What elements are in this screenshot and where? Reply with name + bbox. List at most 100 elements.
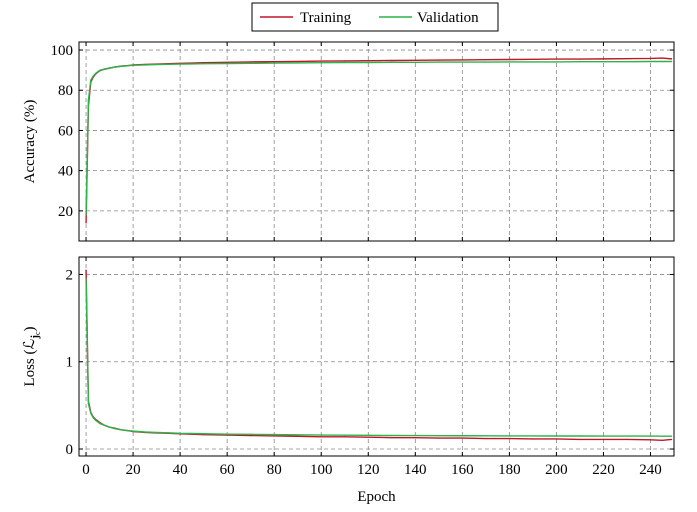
loss-validation-point-15 <box>167 432 169 434</box>
loss-training-point-20 <box>250 434 252 437</box>
loss-training-point-37 <box>649 439 652 441</box>
accuracy-training-point-29 <box>461 59 463 61</box>
loss-validation-point-12 <box>132 430 134 432</box>
accuracy-training-point-0 <box>85 222 87 224</box>
accuracy-ylabel: Accuracy (%) <box>22 100 38 184</box>
accuracy-validation-point-23 <box>320 62 322 64</box>
accuracy-validation-point-12 <box>132 64 134 66</box>
accuracy-validation-point-35 <box>602 61 605 63</box>
loss-training-point-23 <box>320 436 322 438</box>
accuracy-validation-point-9 <box>113 66 115 68</box>
accuracy-validation-point-0 <box>85 214 87 216</box>
loss-training-point-33 <box>555 438 558 440</box>
legend-label-validation: Validation <box>417 10 479 26</box>
accuracy-validation-point-22 <box>297 62 299 64</box>
accuracy-validation-point-6 <box>99 69 101 71</box>
accuracy-training-point-37 <box>649 57 652 60</box>
loss-plot-frame <box>78 256 675 457</box>
accuracy-validation-point-31 <box>508 61 510 63</box>
loss-validation-point-14 <box>156 431 158 434</box>
loss-xtick-label-2: 40 <box>173 462 188 478</box>
accuracy-validation-point-11 <box>127 65 129 67</box>
accuracy-validation-point-37 <box>649 60 652 63</box>
loss-ytick-label-2: 2 <box>66 267 74 283</box>
loss-validation-point-21 <box>273 434 275 436</box>
accuracy-validation-point-33 <box>555 61 558 63</box>
accuracy-training-point-34 <box>579 58 581 60</box>
loss-xtick-label-8: 160 <box>451 462 474 478</box>
accuracy-training-point-23 <box>320 60 322 62</box>
loss-xtick-label-10: 200 <box>545 462 568 478</box>
loss-xtick-label-4: 80 <box>267 462 282 478</box>
accuracy-ytick-label-2: 60 <box>58 123 73 139</box>
loss-validation-point-23 <box>320 434 322 436</box>
accuracy-training-point-32 <box>532 58 534 60</box>
accuracy-training-point-35 <box>602 58 605 60</box>
loss-validation-point-7 <box>104 424 106 427</box>
loss-xtick-label-12: 240 <box>639 462 662 478</box>
loss-validation-point-8 <box>108 426 111 428</box>
legend-label-training: Training <box>300 10 352 26</box>
loss-validation-point-0 <box>85 278 87 280</box>
loss-validation-point-36 <box>626 435 628 437</box>
loss-ytick-label-0: 0 <box>66 442 74 458</box>
loss-ytick-label-1: 1 <box>66 355 74 371</box>
loss-validation-point-16 <box>179 432 181 434</box>
accuracy-training-point-38 <box>661 57 663 59</box>
loss-training-point-28 <box>438 437 440 439</box>
loss-validation-point-1 <box>87 403 90 405</box>
accuracy-validation-point-4 <box>94 72 97 75</box>
loss-validation-point-5 <box>97 421 99 423</box>
loss-validation-point-38 <box>661 435 663 437</box>
accuracy-validation-point-39 <box>671 60 673 63</box>
accuracy-validation-point-26 <box>391 61 393 63</box>
accuracy-validation-point-3 <box>92 75 94 77</box>
accuracy-training-point-21 <box>273 61 275 63</box>
loss-xtick-label-11: 220 <box>592 462 615 478</box>
accuracy-training-point-36 <box>626 58 628 60</box>
accuracy-series-validation <box>85 60 672 215</box>
loss-training-point-38 <box>661 439 663 441</box>
accuracy-ytick-label-1: 40 <box>58 164 73 180</box>
accuracy-validation-point-7 <box>104 68 106 70</box>
loss-validation-point-37 <box>649 435 652 437</box>
loss-validation-point-28 <box>438 435 440 437</box>
accuracy-validation-point-20 <box>250 62 252 64</box>
loss-training-point-32 <box>532 438 534 440</box>
loss-training-point-34 <box>579 438 581 441</box>
loss-validation-point-34 <box>579 435 581 437</box>
loss-validation-point-17 <box>191 432 193 435</box>
loss-xtick-label-5: 100 <box>310 462 333 478</box>
accuracy-validation-point-16 <box>179 63 181 65</box>
loss-validation-point-33 <box>555 435 558 437</box>
loss-training-point-31 <box>508 437 510 440</box>
loss-xtick-label-9: 180 <box>498 462 521 478</box>
accuracy-training-point-28 <box>438 59 440 61</box>
accuracy-validation-point-30 <box>485 61 487 63</box>
accuracy-validation-point-29 <box>461 61 463 63</box>
accuracy-training-point-26 <box>391 59 393 62</box>
accuracy-training-point-22 <box>297 60 299 63</box>
accuracy-training-point-18 <box>203 62 205 64</box>
loss-training-point-27 <box>414 437 416 439</box>
loss-xlabel: Epoch <box>357 489 396 505</box>
loss-training-point-21 <box>273 435 275 437</box>
loss-validation-point-11 <box>127 430 129 432</box>
accuracy-validation-point-5 <box>97 71 99 73</box>
loss-training-point-35 <box>602 438 605 441</box>
accuracy-panel: 20 40 60 80 100 Accuracy (%) <box>22 41 675 242</box>
accuracy-validation-point-24 <box>344 61 346 64</box>
loss-validation-point-19 <box>226 433 228 435</box>
loss-training-point-22 <box>297 435 299 437</box>
loss-panel: 0 20 40 60 80 100 120 140 160 180 200 220 240 0 1 2 Loss… <box>22 256 675 505</box>
loss-validation-point-3 <box>92 417 94 419</box>
accuracy-validation-point-27 <box>414 61 416 63</box>
loss-validation-point-29 <box>461 435 463 437</box>
accuracy-validation-point-15 <box>167 63 169 65</box>
accuracy-validation-point-19 <box>226 62 228 65</box>
loss-training-point-26 <box>391 437 393 439</box>
loss-validation-point-18 <box>203 433 205 435</box>
loss-xtick-label-1: 20 <box>126 462 141 478</box>
loss-validation-point-6 <box>99 423 101 425</box>
